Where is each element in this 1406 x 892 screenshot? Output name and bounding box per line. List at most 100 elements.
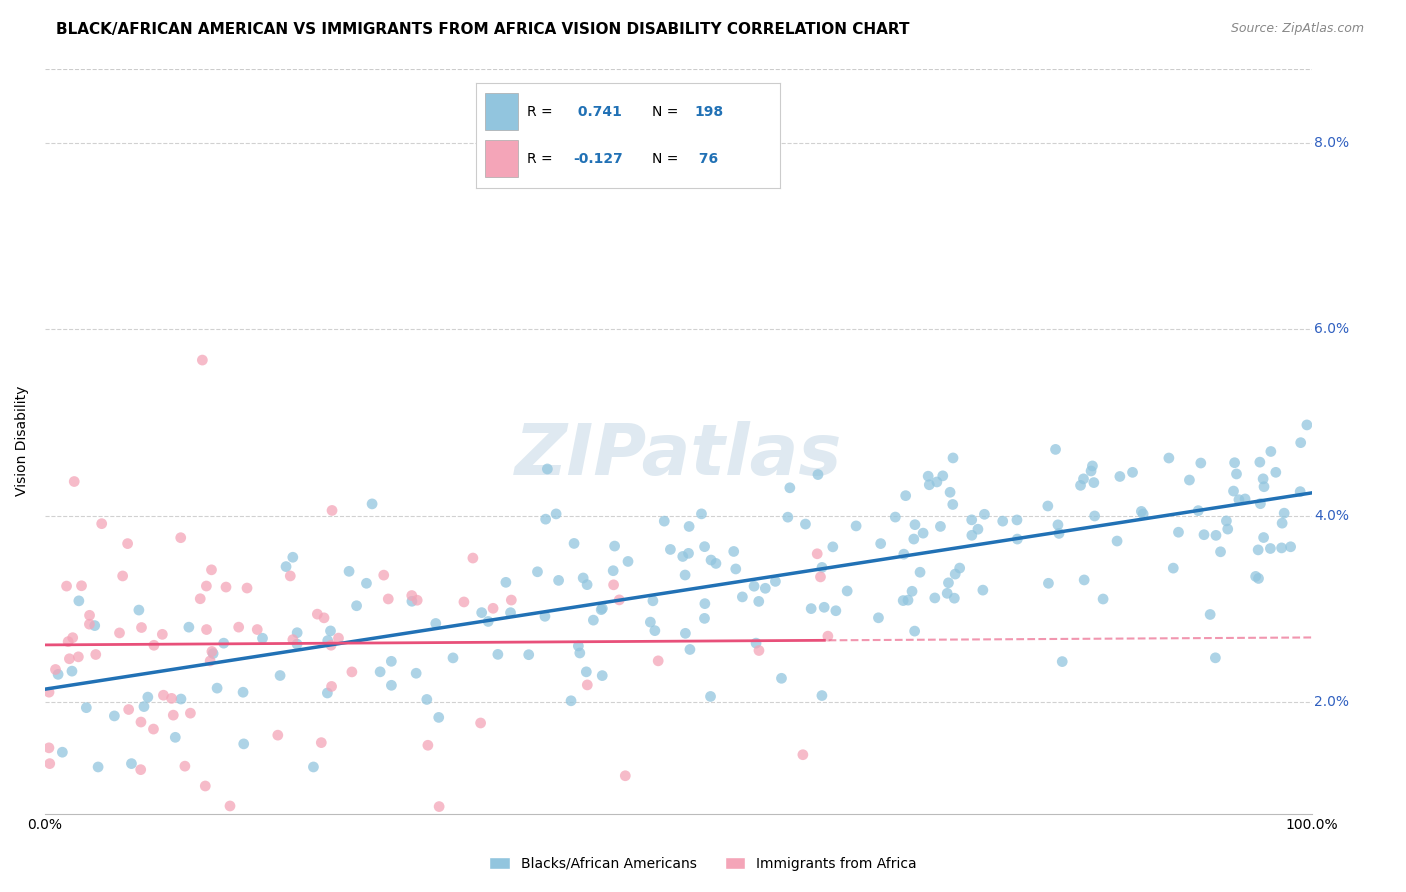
Point xyxy=(84,648,107,662)
Point xyxy=(200,563,222,577)
Point xyxy=(482,601,505,615)
Text: ZIPatlas: ZIPatlas xyxy=(515,421,842,491)
Point xyxy=(1050,655,1073,669)
Point xyxy=(174,759,197,773)
Point xyxy=(319,638,342,652)
Point xyxy=(1108,469,1130,483)
Point xyxy=(932,468,955,483)
Point xyxy=(1038,576,1060,591)
Point xyxy=(103,709,125,723)
Point xyxy=(602,578,624,592)
Point xyxy=(58,652,80,666)
Point xyxy=(1249,497,1271,511)
Point xyxy=(534,512,557,526)
Point xyxy=(198,654,221,668)
Point xyxy=(912,526,935,541)
Point xyxy=(960,528,983,542)
Point xyxy=(938,575,960,590)
Point xyxy=(285,637,308,651)
Point xyxy=(195,579,218,593)
Legend: Blacks/African Americans, Immigrants from Africa: Blacks/African Americans, Immigrants fro… xyxy=(484,851,922,876)
Point xyxy=(316,686,339,700)
Point xyxy=(269,668,291,682)
Point xyxy=(748,643,770,657)
Point xyxy=(461,551,484,566)
Point xyxy=(1070,478,1092,492)
Point xyxy=(1080,464,1102,478)
Point xyxy=(232,685,254,699)
Text: 4.0%: 4.0% xyxy=(1315,508,1348,523)
Point xyxy=(1223,456,1246,470)
Point xyxy=(591,602,613,616)
Point xyxy=(908,566,931,580)
Point xyxy=(1073,472,1095,486)
Point xyxy=(79,608,101,623)
Point xyxy=(1279,540,1302,554)
Point xyxy=(678,519,700,533)
Point xyxy=(1005,513,1028,527)
Point xyxy=(936,586,959,600)
Point xyxy=(517,648,540,662)
Text: 2.0%: 2.0% xyxy=(1315,695,1348,709)
Point xyxy=(281,632,304,647)
Point xyxy=(1289,484,1312,499)
Point xyxy=(731,590,754,604)
Point xyxy=(486,648,509,662)
Point xyxy=(170,692,193,706)
Point xyxy=(470,716,492,731)
Point xyxy=(361,497,384,511)
Point xyxy=(1122,466,1144,480)
Point xyxy=(425,616,447,631)
Point xyxy=(949,561,972,575)
Point xyxy=(67,649,90,664)
Point xyxy=(704,557,727,571)
Point xyxy=(1225,467,1247,481)
Point xyxy=(821,540,844,554)
Point xyxy=(131,621,153,635)
Point xyxy=(1167,525,1189,540)
Point xyxy=(1216,522,1239,536)
Point xyxy=(918,477,941,491)
Point xyxy=(678,546,700,560)
Point xyxy=(925,475,948,489)
Point xyxy=(427,799,450,814)
Point xyxy=(191,353,214,368)
Point xyxy=(1192,527,1215,541)
Point xyxy=(46,667,69,681)
Point xyxy=(165,731,187,745)
Point xyxy=(647,654,669,668)
Point xyxy=(534,609,557,624)
Point xyxy=(837,584,859,599)
Point xyxy=(869,536,891,550)
Point xyxy=(38,740,60,755)
Point xyxy=(79,617,101,632)
Point xyxy=(179,706,201,721)
Point xyxy=(377,591,399,606)
Point xyxy=(75,700,97,714)
Point xyxy=(136,690,159,705)
Point xyxy=(723,544,745,558)
Point xyxy=(884,510,907,524)
Point xyxy=(1253,531,1275,545)
Point xyxy=(90,516,112,531)
Point xyxy=(845,519,868,533)
Point xyxy=(401,589,423,603)
Point xyxy=(917,469,939,483)
Point xyxy=(806,547,828,561)
Point xyxy=(267,728,290,742)
Point xyxy=(499,606,522,620)
Point xyxy=(779,481,801,495)
Point xyxy=(1199,607,1222,622)
Point xyxy=(477,615,499,629)
Point xyxy=(129,714,152,729)
Point xyxy=(232,737,254,751)
Point xyxy=(1073,573,1095,587)
Point xyxy=(576,577,599,591)
Point xyxy=(641,594,664,608)
Point xyxy=(142,638,165,652)
Point xyxy=(602,564,624,578)
Point xyxy=(441,651,464,665)
Point xyxy=(567,639,589,653)
Point xyxy=(776,510,799,524)
Point xyxy=(170,531,193,545)
